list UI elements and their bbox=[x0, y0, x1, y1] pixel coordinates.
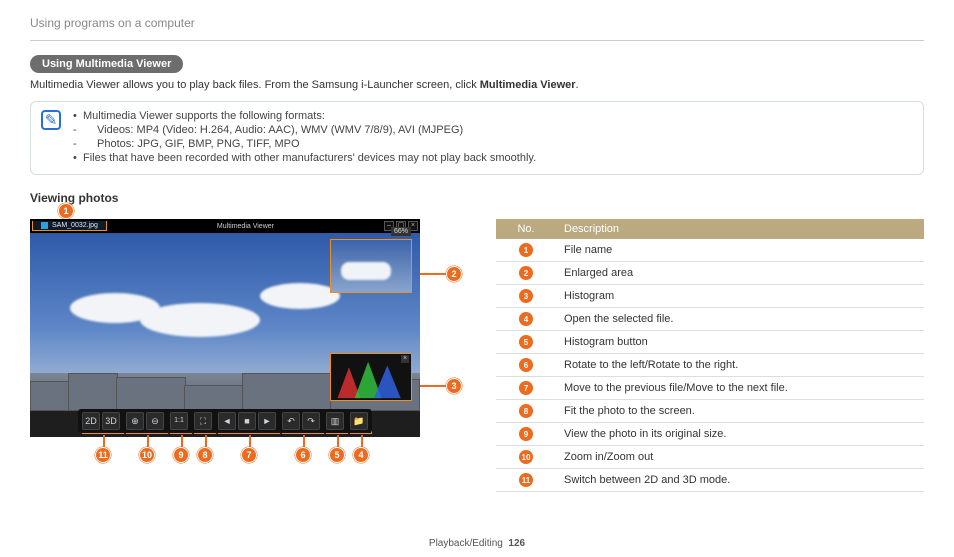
table-row: 5Histogram button bbox=[496, 331, 924, 354]
note-box: ✎ Multimedia Viewer supports the followi… bbox=[30, 101, 924, 175]
row-description: Fit the photo to the screen. bbox=[556, 400, 924, 423]
screenshot-column: 1 SAM_0032.jpg Multimedia Viewer – ▢ × bbox=[30, 213, 470, 492]
table-row: 10Zoom in/Zoom out bbox=[496, 446, 924, 469]
row-description: Enlarged area bbox=[556, 262, 924, 285]
table-row: 6Rotate to the left/Rotate to the right. bbox=[496, 354, 924, 377]
th-desc: Description bbox=[556, 219, 924, 239]
callout-1: 1 bbox=[58, 203, 74, 219]
description-table: No. Description 1File name2Enlarged area… bbox=[496, 219, 924, 492]
callout-4: 4 bbox=[353, 447, 369, 463]
enlarged-area: 66% bbox=[330, 239, 412, 293]
note-line-1b: Photos: JPG, GIF, BMP, PNG, TIFF, MPO bbox=[73, 138, 913, 150]
row-number: 8 bbox=[496, 400, 556, 423]
btn-next[interactable]: ► bbox=[258, 412, 276, 430]
row-description: Histogram button bbox=[556, 331, 924, 354]
row-description: View the photo in its original size. bbox=[556, 423, 924, 446]
callout-11: 11 bbox=[95, 447, 111, 463]
callout-line-3 bbox=[420, 385, 448, 387]
table-row: 2Enlarged area bbox=[496, 262, 924, 285]
btn-play[interactable]: ■ bbox=[238, 412, 256, 430]
row-description: File name bbox=[556, 239, 924, 262]
callout-9: 9 bbox=[173, 447, 189, 463]
row-number: 9 bbox=[496, 423, 556, 446]
intro-post: . bbox=[576, 79, 579, 91]
th-no: No. bbox=[496, 219, 556, 239]
callout-line-2 bbox=[420, 273, 448, 275]
row-description: Open the selected file. bbox=[556, 308, 924, 331]
section-title-pill: Using Multimedia Viewer bbox=[30, 55, 183, 73]
callout-6: 6 bbox=[295, 447, 311, 463]
footer-page-number: 126 bbox=[508, 538, 525, 549]
callout-10: 10 bbox=[139, 447, 155, 463]
btn-zoom-out[interactable]: ⊖ bbox=[146, 412, 164, 430]
table-row: 9View the photo in its original size. bbox=[496, 423, 924, 446]
histogram-close-icon[interactable]: × bbox=[401, 355, 409, 363]
intro-pre: Multimedia Viewer allows you to play bac… bbox=[30, 79, 480, 91]
histogram-chart bbox=[331, 354, 411, 400]
table-row: 4Open the selected file. bbox=[496, 308, 924, 331]
file-name-label: SAM_0032.jpg bbox=[52, 222, 98, 229]
table-row: 11Switch between 2D and 3D mode. bbox=[496, 469, 924, 492]
app-title: Multimedia Viewer bbox=[107, 223, 384, 230]
btn-prev[interactable]: ◄ bbox=[218, 412, 236, 430]
row-number: 5 bbox=[496, 331, 556, 354]
file-icon bbox=[41, 222, 48, 229]
row-description: Switch between 2D and 3D mode. bbox=[556, 469, 924, 492]
intro-text: Multimedia Viewer allows you to play bac… bbox=[30, 79, 924, 91]
histogram-panel: × bbox=[330, 353, 412, 401]
callout-5: 5 bbox=[329, 447, 345, 463]
row-number: 7 bbox=[496, 377, 556, 400]
row-description: Zoom in/Zoom out bbox=[556, 446, 924, 469]
btn-2d[interactable]: 2D bbox=[82, 412, 100, 430]
row-number: 10 bbox=[496, 446, 556, 469]
subheading-viewing-photos: Viewing photos bbox=[30, 191, 924, 205]
btn-zoom-in[interactable]: ⊕ bbox=[126, 412, 144, 430]
page-footer: Playback/Editing 126 bbox=[0, 538, 954, 549]
note-line-1: Multimedia Viewer supports the following… bbox=[73, 110, 913, 122]
callout-7: 7 bbox=[241, 447, 257, 463]
row-number: 6 bbox=[496, 354, 556, 377]
table-row: 1File name bbox=[496, 239, 924, 262]
callout-2: 2 bbox=[446, 266, 462, 282]
titlebar: SAM_0032.jpg Multimedia Viewer – ▢ × bbox=[30, 219, 420, 233]
btn-original-size[interactable]: 1:1 bbox=[170, 412, 188, 430]
btn-open-file[interactable]: 📁 bbox=[350, 412, 368, 430]
divider bbox=[30, 40, 924, 41]
btn-fit-screen[interactable]: ⛶ bbox=[194, 412, 212, 430]
file-name-tab[interactable]: SAM_0032.jpg bbox=[32, 221, 107, 231]
row-description: Histogram bbox=[556, 285, 924, 308]
note-line-1a: Videos: MP4 (Video: H.264, Audio: AAC), … bbox=[73, 124, 913, 136]
row-number: 11 bbox=[496, 469, 556, 492]
row-number: 2 bbox=[496, 262, 556, 285]
row-number: 1 bbox=[496, 239, 556, 262]
note-icon: ✎ bbox=[41, 110, 61, 130]
multimedia-viewer-window: SAM_0032.jpg Multimedia Viewer – ▢ × bbox=[30, 219, 420, 437]
footer-section: Playback/Editing bbox=[429, 538, 503, 549]
btn-rotate-right[interactable]: ↷ bbox=[302, 412, 320, 430]
zoom-percent-label: 66% bbox=[391, 227, 411, 236]
btn-histogram[interactable]: ▥ bbox=[326, 412, 344, 430]
breadcrumb: Using programs on a computer bbox=[30, 16, 924, 30]
row-description: Move to the previous file/Move to the ne… bbox=[556, 377, 924, 400]
btn-3d[interactable]: 3D bbox=[102, 412, 120, 430]
description-table-column: No. Description 1File name2Enlarged area… bbox=[496, 213, 924, 492]
viewer-toolbar: 2D 3D ⊕ ⊖ 1:1 ⛶ ◄ ■ ► ↶ ↷ ▥ 📁 bbox=[78, 409, 372, 433]
row-number: 4 bbox=[496, 308, 556, 331]
btn-rotate-left[interactable]: ↶ bbox=[282, 412, 300, 430]
table-row: 7Move to the previous file/Move to the n… bbox=[496, 377, 924, 400]
intro-bold: Multimedia Viewer bbox=[480, 79, 576, 91]
callout-8: 8 bbox=[197, 447, 213, 463]
note-line-2: Files that have been recorded with other… bbox=[73, 152, 913, 164]
row-description: Rotate to the left/Rotate to the right. bbox=[556, 354, 924, 377]
table-row: 8Fit the photo to the screen. bbox=[496, 400, 924, 423]
row-number: 3 bbox=[496, 285, 556, 308]
callout-3: 3 bbox=[446, 378, 462, 394]
table-row: 3Histogram bbox=[496, 285, 924, 308]
